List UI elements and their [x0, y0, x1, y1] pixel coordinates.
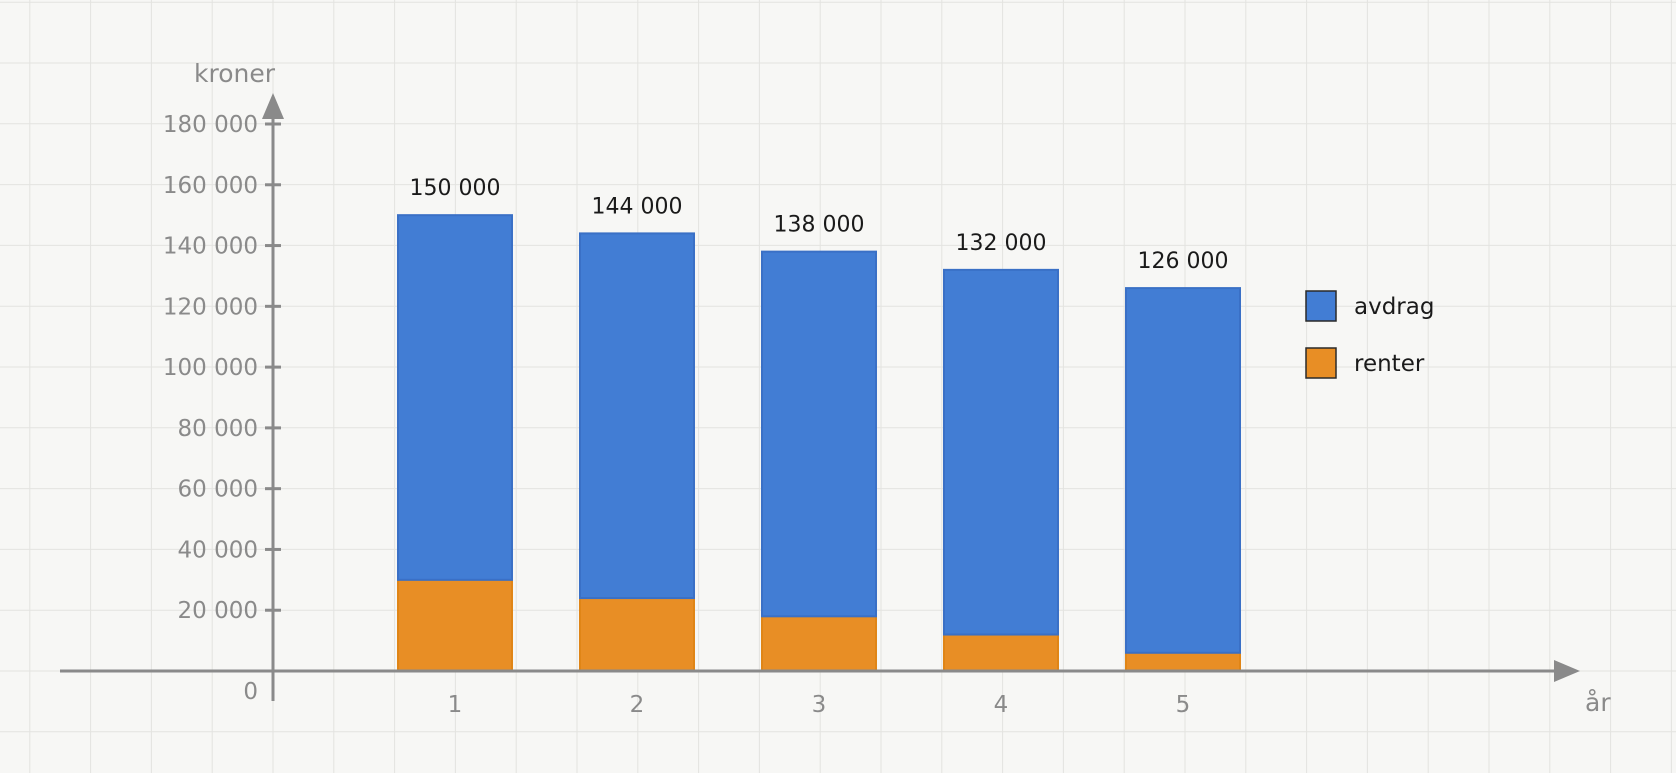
y-axis-title: kroner	[194, 59, 276, 88]
y-tick-label: 180 000	[163, 112, 258, 138]
ticks: 0 20 000 40 000 60 000 80 000 100 000 120 000 1…	[163, 112, 1190, 718]
x-axis-title: år	[1585, 688, 1611, 717]
y-axis-arrow-icon	[262, 93, 284, 119]
bar-total-label: 132 000	[956, 231, 1047, 256]
bar-total-label: 138 000	[774, 213, 865, 238]
bar-segment-renter	[943, 633, 1059, 672]
legend-label-avdrag: avdrag	[1354, 294, 1434, 320]
x-tick-label: 1	[448, 692, 463, 718]
legend-swatch-renter	[1305, 347, 1337, 379]
bar-segment-renter	[1125, 651, 1241, 672]
y-tick-label: 0	[243, 679, 258, 705]
bar-segment-avdrag	[1125, 287, 1241, 654]
bar-total-label: 144 000	[592, 194, 683, 219]
bar-segment-avdrag	[943, 268, 1059, 636]
bars: 150 000 144 000 138 000 132 000 126 000	[397, 176, 1241, 672]
x-tick-label: 5	[1176, 692, 1191, 718]
legend: avdrag renter	[1305, 290, 1434, 379]
legend-swatch-avdrag	[1305, 290, 1337, 322]
bar-segment-avdrag	[397, 214, 513, 581]
x-tick-label: 3	[812, 692, 827, 718]
bar-segment-avdrag	[761, 250, 877, 618]
y-tick-label: 40 000	[178, 537, 258, 563]
x-tick-label: 2	[630, 692, 645, 718]
y-tick-label: 140 000	[163, 234, 258, 260]
legend-label-renter: renter	[1354, 351, 1425, 377]
y-tick-label: 20 000	[178, 598, 258, 624]
bar-segment-renter	[579, 597, 695, 672]
y-tick-label: 160 000	[163, 173, 258, 199]
y-tick-label: 60 000	[178, 477, 258, 503]
x-axis-arrow-icon	[1554, 660, 1580, 682]
bar-total-label: 126 000	[1138, 249, 1229, 274]
bar-total-label: 150 000	[410, 176, 501, 201]
bar-segment-renter	[761, 615, 877, 672]
x-tick-label: 4	[994, 692, 1009, 718]
labels: kroner år	[194, 59, 1611, 717]
axes	[60, 93, 1580, 701]
bar-segment-avdrag	[579, 232, 695, 600]
bar-segment-renter	[397, 578, 513, 672]
y-tick-label: 100 000	[163, 355, 258, 381]
y-tick-label: 80 000	[178, 416, 258, 442]
y-tick-label: 120 000	[163, 294, 258, 320]
